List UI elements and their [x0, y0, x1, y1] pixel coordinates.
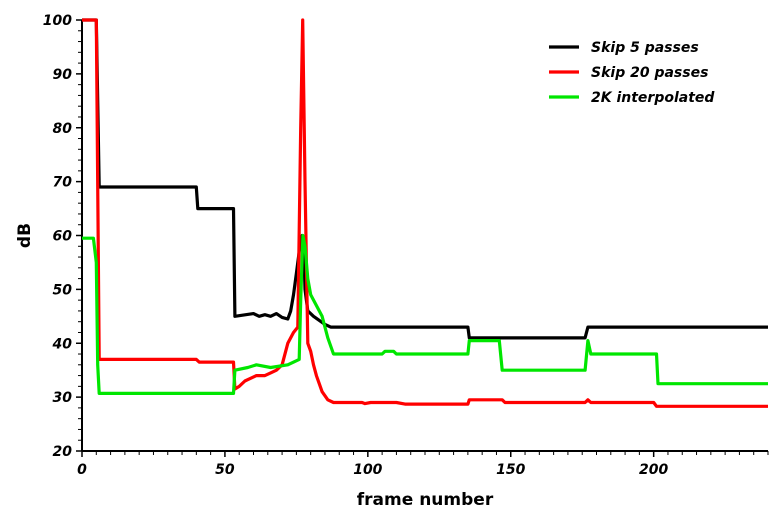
y-tick-label: 40: [52, 336, 73, 352]
x-tick-label: 0: [77, 462, 87, 478]
y-tick-label: 50: [53, 282, 73, 298]
y-tick-label: 100: [43, 13, 72, 29]
series-line-2: [82, 18, 768, 408]
y-tick-label: 60: [53, 229, 73, 245]
y-tick-label: 20: [53, 444, 73, 460]
series-line-3: [82, 233, 768, 395]
legend: Skip 5 passes Skip 20 passes 2K interpolat…: [549, 40, 715, 106]
series-layer: [82, 18, 768, 408]
y-tick-label: 30: [53, 390, 73, 406]
y-axis-title: dB: [15, 223, 35, 248]
x-axis-title: frame number: [357, 490, 494, 510]
y-tick-label: 70: [53, 175, 73, 191]
x-tick-label: 200: [639, 462, 668, 478]
axes: 20 30 40 50 60 70 80 90 100 0 50 100 150 200: [43, 13, 769, 478]
x-tick-label: 100: [353, 462, 382, 478]
series-line-1: [82, 18, 768, 340]
x-tick-label: 150: [496, 462, 525, 478]
y-tick-label: 80: [53, 121, 73, 137]
legend-label: Skip 5 passes: [591, 40, 699, 56]
legend-label: 2K interpolated: [591, 90, 715, 106]
x-tick-label: 50: [215, 462, 235, 478]
y-tick-label: 90: [53, 67, 73, 83]
legend-label: Skip 20 passes: [591, 65, 708, 81]
